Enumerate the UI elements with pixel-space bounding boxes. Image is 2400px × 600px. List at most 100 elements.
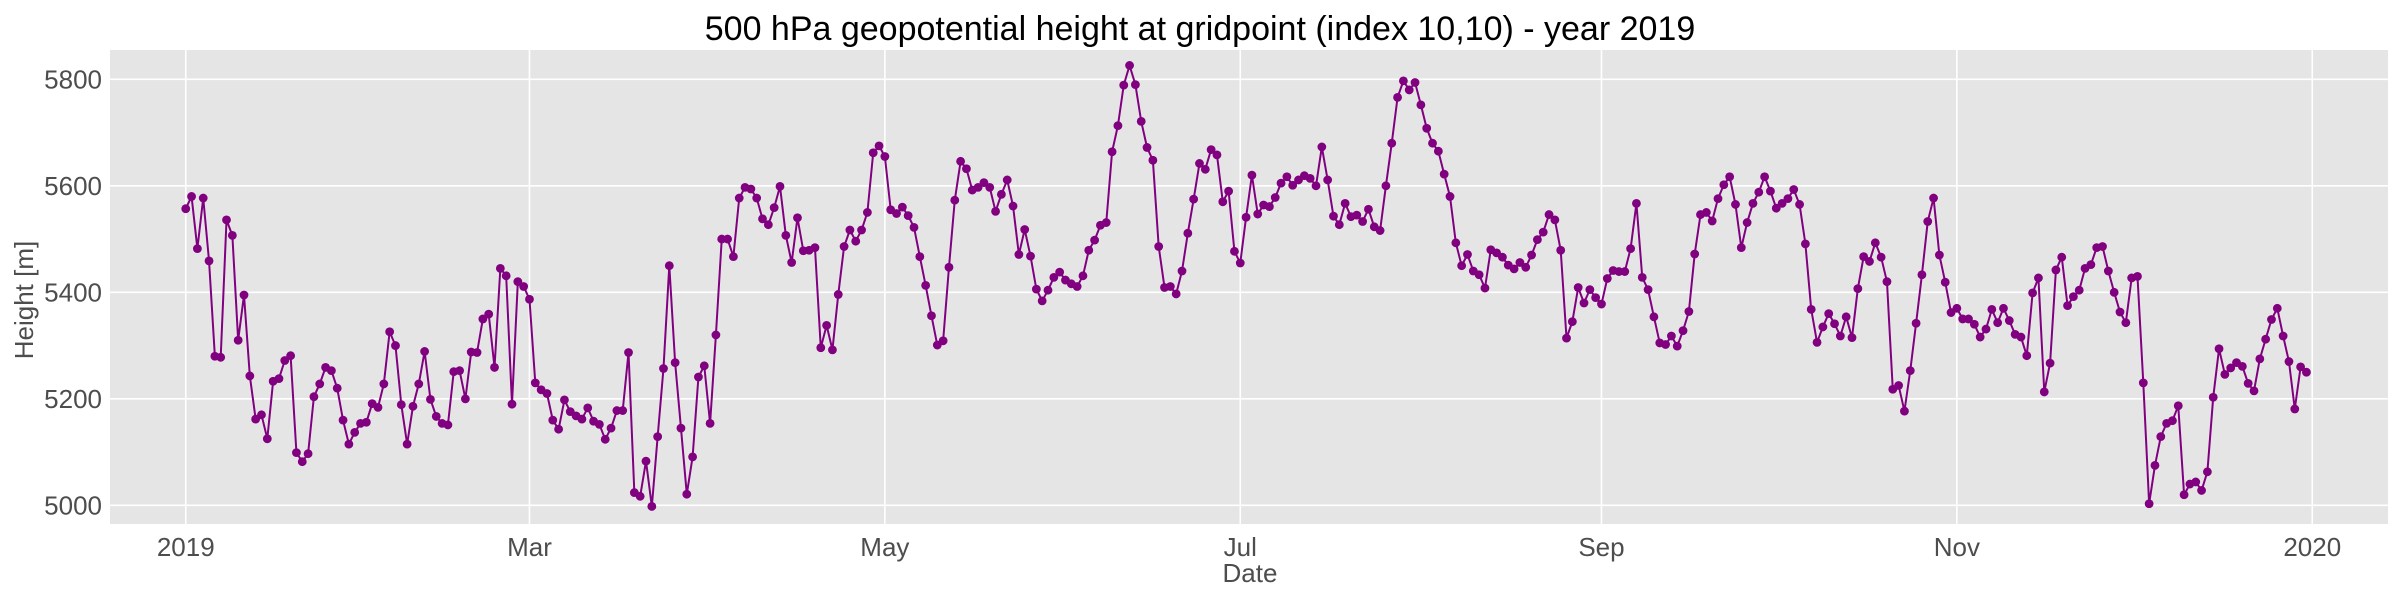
data-point [728,252,738,262]
data-point [2261,334,2271,344]
data-point [1929,193,1938,203]
data-point [1527,250,1536,260]
data-point [1428,138,1437,148]
data-point [851,236,861,246]
data-point [257,410,266,420]
data-point [361,417,371,427]
data-point [699,361,709,371]
data-point [460,394,470,404]
data-point [1509,264,1519,274]
data-point [1457,261,1467,271]
y-axis-label: Height [m] [9,241,39,360]
chart-title: 500 hPa geopotential height at gridpoint… [705,10,1695,48]
x-tick-label: Sep [1578,532,1624,562]
data-point [664,261,674,271]
data-point [1532,235,1542,245]
data-point [1725,172,1735,182]
data-point [396,400,406,410]
data-point [1340,198,1350,208]
data-point [1602,274,1612,283]
data-point [1393,93,1402,102]
data-point [1433,146,1443,156]
data-point [2121,318,2131,328]
data-point [1690,249,1700,259]
data-point [1579,298,1589,308]
data-point [903,211,913,221]
data-point [286,351,296,361]
data-point [2156,432,2166,442]
data-point [1154,242,1164,251]
data-point [944,262,954,272]
data-point [688,452,698,462]
data-point [734,193,744,203]
data-point [2168,416,2177,426]
data-point [892,209,901,218]
data-point [309,392,319,402]
data-point [880,152,890,161]
data-point [513,277,523,287]
data-point [1311,181,1321,191]
data-point [1952,303,1962,313]
data-point [2133,271,2142,281]
data-point [985,183,995,192]
data-point [2057,252,2067,262]
data-point [2267,315,2276,324]
data-point [1463,250,1472,259]
data-point [927,311,936,321]
data-point [1177,266,1187,276]
data-point [1818,322,1828,332]
data-point [1567,317,1577,327]
data-point [1637,273,1647,282]
data-point [1037,296,1047,306]
data-point [2290,404,2300,414]
data-point [1713,194,1723,203]
x-tick-label: 2020 [2283,532,2341,562]
data-point [1934,250,1944,260]
data-point [659,364,668,373]
data-point [2051,265,2061,275]
data-point [490,363,499,372]
data-point [402,439,412,449]
data-point [1241,212,1251,222]
data-point [1142,143,1152,152]
data-point [326,366,336,376]
data-point [2004,316,2014,325]
data-point [239,290,249,300]
data-point [525,294,534,304]
data-point [1049,273,1059,282]
data-point [635,491,645,501]
data-point [2191,477,2201,487]
gridlines [110,50,2388,524]
data-point [670,358,680,368]
data-point [216,352,226,362]
data-point [1573,283,1583,292]
data-point [472,348,482,357]
data-point [1591,293,1601,303]
data-point [350,428,360,437]
data-point [2278,331,2288,341]
data-point [816,343,826,353]
data-point [2086,260,2096,270]
data-point [2202,467,2212,477]
data-point [915,252,925,262]
data-point [868,148,878,158]
y-tick-label: 5800 [44,64,102,94]
data-point [1911,318,1921,328]
data-point [2214,344,2224,354]
data-point [2249,386,2259,396]
data-point [1632,198,1641,208]
data-point [781,230,791,240]
data-point [542,389,552,398]
data-point [187,192,196,201]
data-point [1148,155,1158,165]
data-point [1742,218,1752,227]
data-point [1894,381,1904,390]
data-point [973,183,983,192]
data-point [1783,194,1793,203]
data-point [682,489,692,499]
data-point [2028,288,2038,298]
data-point [1515,258,1525,267]
data-point [1270,193,1280,202]
data-point [1999,303,2008,313]
data-point [303,449,313,459]
